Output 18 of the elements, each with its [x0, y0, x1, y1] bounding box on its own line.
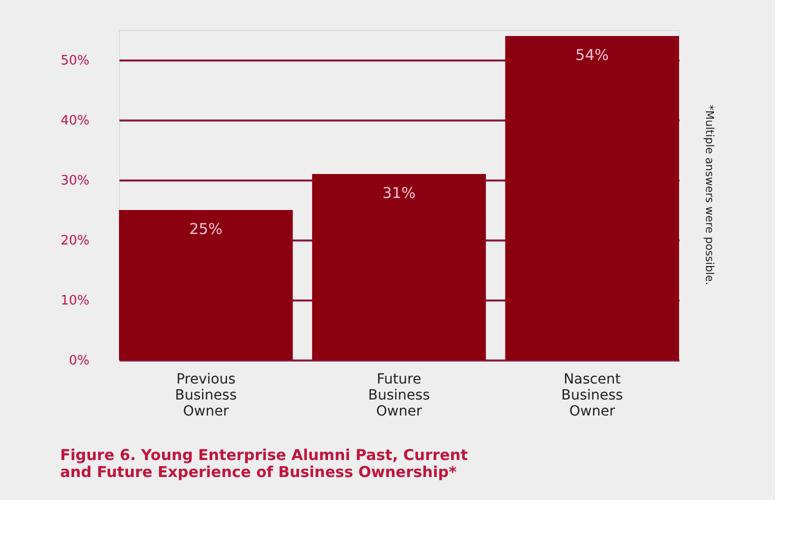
y-tick-label: 0% [68, 354, 90, 368]
bar [505, 36, 679, 360]
text: and Future Experience of Business Ownership* [60, 463, 457, 481]
bar [119, 210, 293, 360]
y-tick-label: 50% [60, 54, 90, 68]
x-tick-label: Nascent Business Owner [561, 372, 623, 420]
data-label: 54% [575, 46, 609, 64]
text: *Multiple answers were possible. [703, 104, 716, 286]
x-tick-label: Previous Business Owner [175, 372, 237, 420]
y-tick-label: 30% [60, 174, 90, 188]
text: Figure 6. Young Enterprise Alumni Past, Current [60, 446, 468, 464]
x-tick-label: Future Business Owner [368, 372, 430, 420]
data-label: 31% [382, 184, 416, 202]
bar [312, 174, 486, 360]
y-tick-label: 20% [60, 234, 90, 248]
data-label: 25% [189, 220, 223, 238]
y-tick-label: 40% [60, 114, 90, 128]
y-tick-label: 10% [60, 294, 90, 308]
